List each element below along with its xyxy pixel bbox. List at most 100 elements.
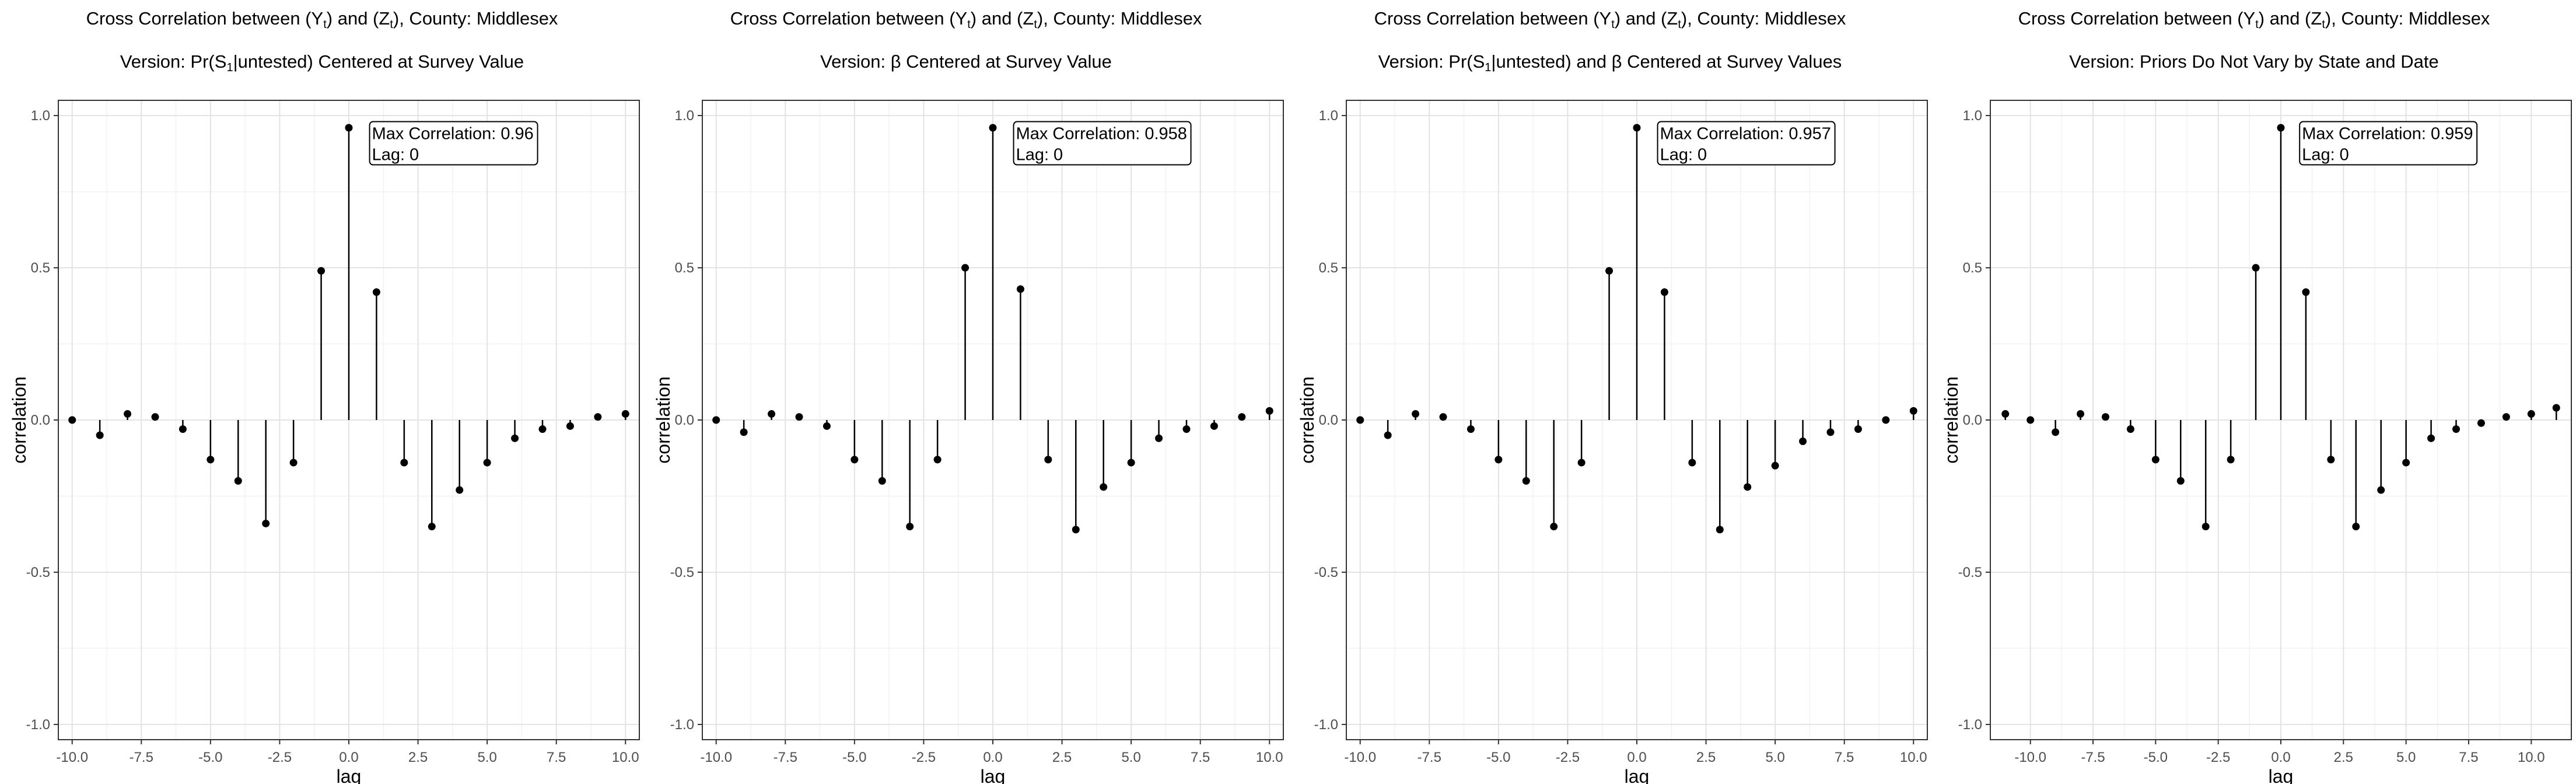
annotation-lag: Lag: 0 (372, 146, 419, 164)
y-tick-label: -0.5 (670, 565, 694, 580)
data-point (1688, 459, 1696, 467)
max-correlation-label: Max Correlation: 0.959 Lag: 0 (2299, 121, 2478, 166)
data-point (2502, 413, 2510, 421)
data-point (1660, 288, 1668, 296)
max-correlation-label: Max Correlation: 0.958 Lag: 0 (1013, 121, 1192, 166)
chart-panel-4: Cross Correlation between (Yt) and (Zt),… (1932, 0, 2576, 784)
y-axis: -1.0 -0.5 0.0 0.5 1.0 (670, 108, 702, 733)
stem-series (68, 124, 629, 531)
x-axis-title: lag (1625, 766, 1650, 784)
data-point (151, 413, 159, 421)
y-tick-label: -1.0 (26, 717, 50, 733)
data-point (1044, 456, 1052, 464)
x-tick-label: -7.5 (2081, 750, 2105, 765)
y-axis: -1.0 -0.5 0.0 0.5 1.0 (1958, 108, 1990, 733)
y-tick-label: 0.5 (1963, 260, 1982, 276)
y-axis-title: correlation (1941, 376, 1962, 463)
data-point (2427, 434, 2435, 442)
annotation-box (369, 121, 538, 166)
annotation-box (1013, 121, 1192, 166)
data-point (2402, 459, 2410, 467)
data-point (2176, 477, 2185, 485)
data-point (989, 124, 997, 132)
data-point (1439, 413, 1447, 421)
data-point (262, 519, 270, 527)
data-point (566, 422, 574, 430)
x-tick-label: -7.5 (130, 750, 153, 765)
annotation-box (1657, 121, 1836, 166)
data-point (345, 124, 353, 132)
data-point (1633, 124, 1641, 132)
data-point (1744, 483, 1752, 491)
x-tick-label: 5.0 (1765, 750, 1784, 765)
stem-series (2001, 124, 2560, 531)
x-tick-label: -7.5 (1418, 750, 1441, 765)
y-tick-label: 0.5 (31, 260, 50, 276)
y-tick-label: -1.0 (1314, 717, 1338, 733)
data-point (2452, 425, 2460, 433)
x-tick-label: 5.0 (1121, 750, 1140, 765)
data-point (1799, 438, 1807, 446)
chart-subtitle: Version: Pr(S1|untested) and β Centered … (1378, 51, 1842, 74)
x-tick-label: 7.5 (2459, 750, 2478, 765)
x-tick-label: -7.5 (774, 750, 797, 765)
y-tick-label: -0.5 (1958, 565, 1982, 580)
data-point (1384, 431, 1392, 439)
data-point (1412, 410, 1420, 418)
cross-correlation-plot: -10.0 -7.5 -5.0 -2.5 0.0 2.5 5.0 7.5 10.0 -1.0 -0.… (9, 100, 640, 784)
data-point (1100, 483, 1108, 491)
data-point (317, 267, 326, 275)
data-point (1016, 285, 1024, 293)
data-point (372, 288, 380, 296)
data-point (1716, 526, 1724, 534)
cross-correlation-plot: -10.0 -7.5 -5.0 -2.5 0.0 2.5 5.0 7.5 10.0 -1.0 -0.… (1297, 100, 1928, 784)
data-point (933, 456, 942, 464)
data-point (2477, 419, 2485, 427)
x-tick-label: 0.0 (983, 750, 1002, 765)
data-point (511, 434, 519, 442)
x-axis: -10.0 -7.5 -5.0 -2.5 0.0 2.5 5.0 7.5 10.0 (56, 740, 639, 765)
data-point (2027, 416, 2035, 424)
x-tick-label: 10.0 (1256, 750, 1283, 765)
data-point (234, 477, 242, 485)
x-axis: -10.0 -7.5 -5.0 -2.5 0.0 2.5 5.0 7.5 10.0 (2014, 740, 2545, 765)
data-point (1605, 267, 1614, 275)
data-point (2277, 124, 2285, 132)
x-tick-label: -2.5 (268, 750, 292, 765)
data-point (2352, 523, 2360, 531)
x-axis-title: lag (337, 766, 362, 784)
chart-subtitle: Version: Priors Do Not Vary by State and… (2069, 51, 2439, 72)
x-tick-label: 10.0 (1900, 750, 1927, 765)
cross-correlation-plot: -10.0 -7.5 -5.0 -2.5 0.0 2.5 5.0 7.5 10.0 -1.0 -0.… (1941, 100, 2572, 784)
x-tick-label: 7.5 (1191, 750, 1210, 765)
annotation-max-correlation: Max Correlation: 0.957 (1660, 125, 1831, 144)
x-tick-label: 2.5 (408, 750, 428, 765)
data-point (822, 422, 831, 430)
x-tick-label: -5.0 (1486, 750, 1510, 765)
data-point (2052, 428, 2060, 436)
data-point (2202, 523, 2210, 531)
y-tick-label: 1.0 (1319, 108, 1338, 124)
data-point (2302, 288, 2310, 296)
data-point (206, 456, 215, 464)
data-point (594, 413, 602, 421)
data-point (1882, 416, 1890, 424)
max-correlation-label: Max Correlation: 0.957 Lag: 0 (1657, 121, 1836, 166)
data-point (795, 413, 803, 421)
data-point (621, 410, 629, 418)
data-point (1182, 425, 1191, 433)
x-tick-label: -10.0 (56, 750, 88, 765)
y-tick-label: 1.0 (675, 108, 694, 124)
data-point (1127, 459, 1135, 467)
chart-panel-1: Cross Correlation between (Yt) and (Zt),… (0, 0, 644, 784)
data-point (538, 425, 547, 433)
data-point (1265, 407, 1273, 415)
chart-subtitle: Version: β Centered at Survey Value (820, 51, 1112, 72)
data-point (1577, 459, 1586, 467)
data-point (2001, 410, 2010, 418)
data-point (2527, 410, 2535, 418)
data-point (2327, 456, 2335, 464)
y-axis-title: correlation (653, 376, 674, 463)
chart-title: Cross Correlation between (Yt) and (Zt),… (2018, 8, 2490, 31)
data-point (2101, 413, 2109, 421)
